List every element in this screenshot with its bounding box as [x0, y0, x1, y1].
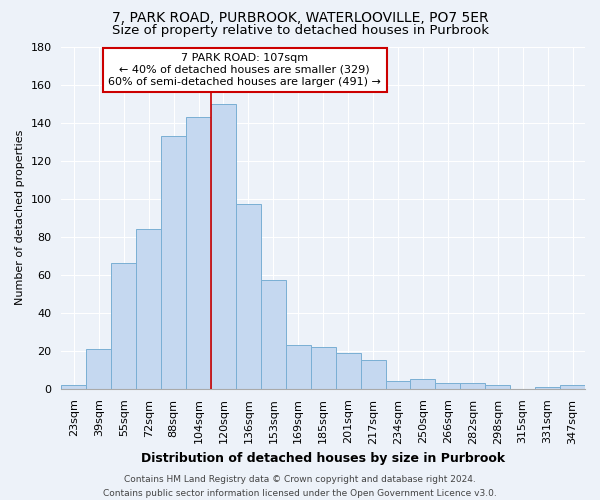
Bar	[186, 117, 211, 389]
X-axis label: Distribution of detached houses by size in Purbrook: Distribution of detached houses by size …	[141, 452, 505, 465]
Bar	[410, 380, 436, 389]
Bar	[136, 229, 161, 389]
Text: 7, PARK ROAD, PURBROOK, WATERLOOVILLE, PO7 5ER: 7, PARK ROAD, PURBROOK, WATERLOOVILLE, P…	[112, 11, 488, 25]
Bar	[111, 264, 136, 389]
Bar	[86, 349, 111, 389]
Bar	[211, 104, 236, 389]
Bar	[485, 385, 510, 389]
Bar	[261, 280, 286, 389]
Bar	[311, 347, 335, 389]
Bar	[560, 385, 585, 389]
Text: Contains HM Land Registry data © Crown copyright and database right 2024.
Contai: Contains HM Land Registry data © Crown c…	[103, 476, 497, 498]
Y-axis label: Number of detached properties: Number of detached properties	[15, 130, 25, 306]
Bar	[535, 387, 560, 389]
Bar	[386, 381, 410, 389]
Text: Size of property relative to detached houses in Purbrook: Size of property relative to detached ho…	[112, 24, 488, 37]
Bar	[436, 383, 460, 389]
Bar	[335, 352, 361, 389]
Bar	[161, 136, 186, 389]
Bar	[460, 383, 485, 389]
Bar	[361, 360, 386, 389]
Bar	[286, 345, 311, 389]
Text: 7 PARK ROAD: 107sqm
← 40% of detached houses are smaller (329)
60% of semi-detac: 7 PARK ROAD: 107sqm ← 40% of detached ho…	[108, 54, 381, 86]
Bar	[236, 204, 261, 389]
Bar	[61, 385, 86, 389]
